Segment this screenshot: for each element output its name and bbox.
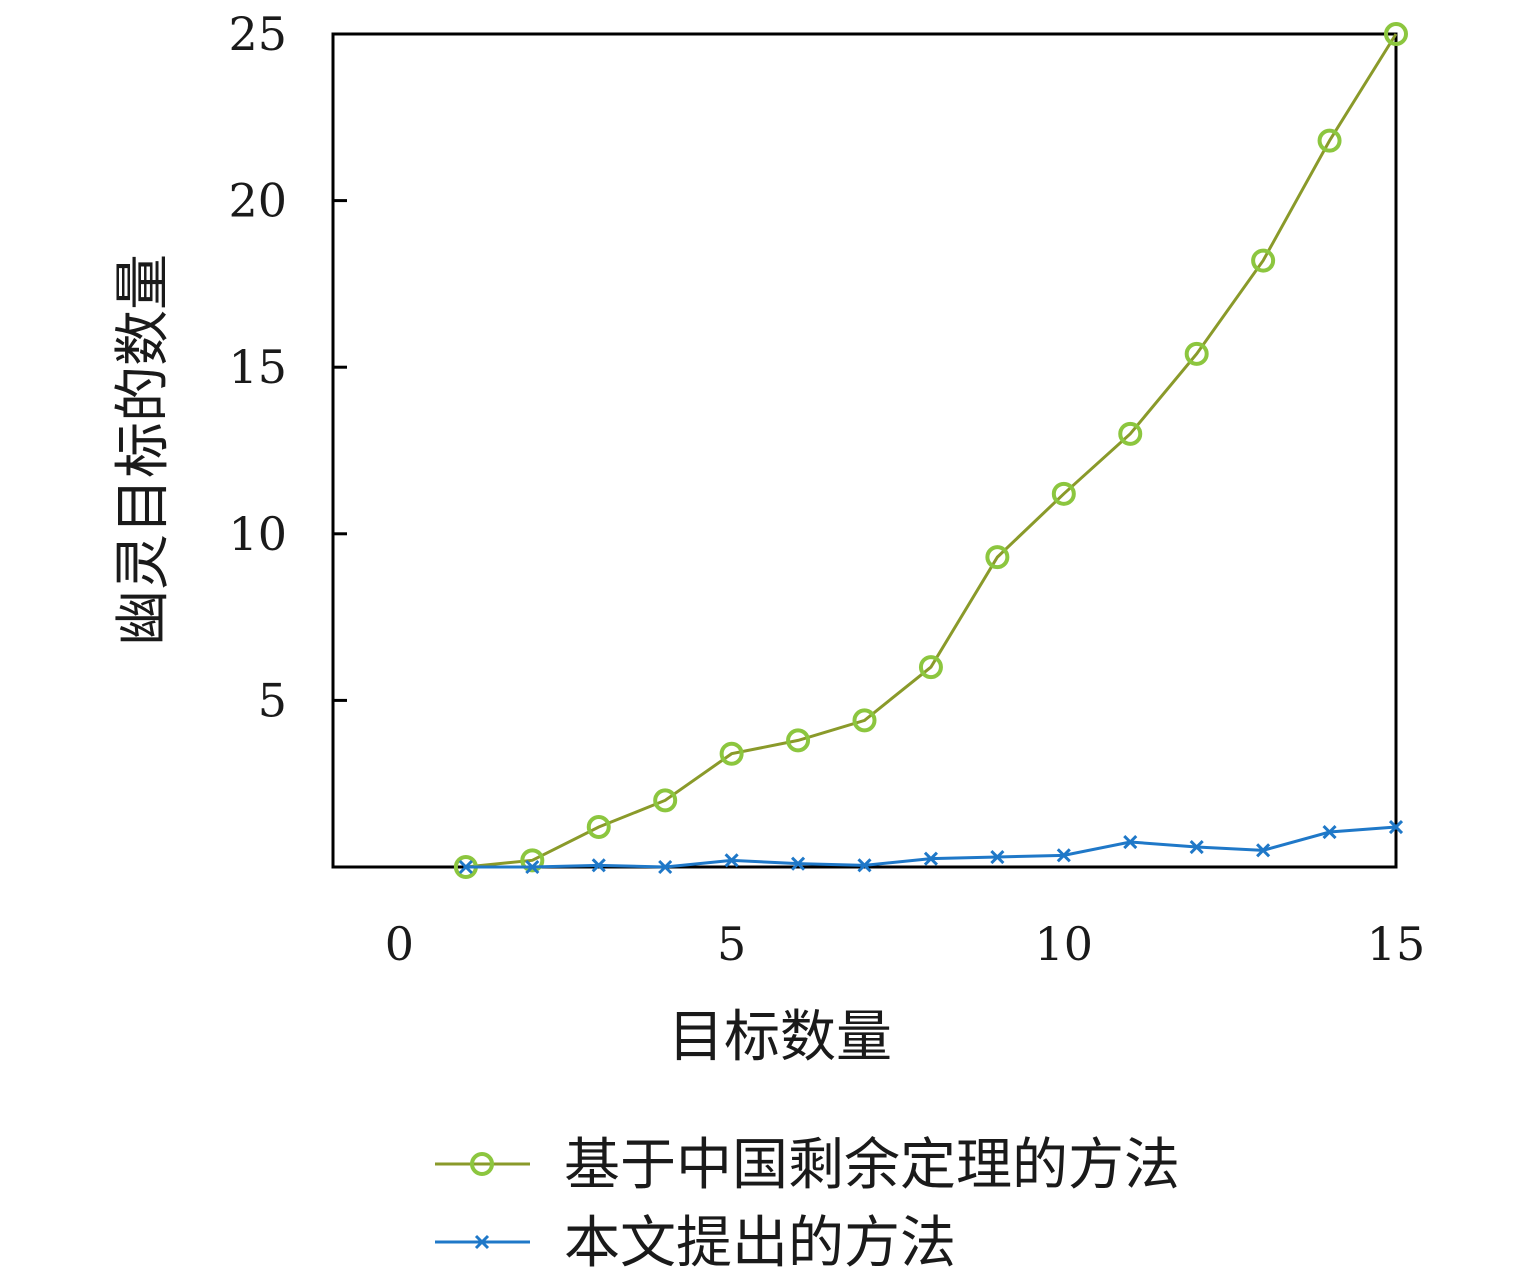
data-point <box>1388 819 1404 835</box>
data-point <box>1184 341 1209 366</box>
data-point <box>525 859 540 875</box>
data-point <box>520 848 545 873</box>
data-point <box>1322 824 1337 840</box>
data-point <box>857 858 872 873</box>
x-axis-label: 目标数量 <box>668 1005 892 1070</box>
data-point <box>458 859 473 875</box>
data-point <box>923 851 938 866</box>
legend-label: 基于中国剩余定理的方法 <box>564 1133 1180 1198</box>
data-point <box>724 853 739 868</box>
data-point <box>1251 248 1276 273</box>
x-tick-label: 15 <box>1367 917 1426 971</box>
data-point <box>990 849 1005 865</box>
x-tick-labels: 0 5 10 15 <box>385 917 1425 971</box>
data-point <box>1317 128 1342 153</box>
data-point <box>918 655 943 680</box>
series-0 <box>453 22 1408 879</box>
data-point <box>1189 839 1204 855</box>
x-tick-label: 5 <box>717 917 746 971</box>
legend-marker <box>470 1152 494 1176</box>
series-1 <box>458 819 1404 875</box>
data-point <box>1056 848 1071 863</box>
legend-item: 基于中国剩余定理的方法 <box>435 1133 1180 1198</box>
data-point <box>985 545 1010 570</box>
y-tick-label: 5 <box>258 673 287 727</box>
y-tick-label: 25 <box>228 7 287 61</box>
data-point <box>1256 843 1271 858</box>
data-point <box>719 741 744 766</box>
x-tick-label: 0 <box>385 917 414 971</box>
data-point <box>1384 22 1408 46</box>
data-point <box>852 708 877 733</box>
legend-label: 本文提出的方法 <box>564 1211 956 1276</box>
y-tick-label: 15 <box>228 340 287 394</box>
series-line <box>465 33 1398 869</box>
data-point <box>658 859 673 875</box>
plot-area-frame <box>331 32 1398 869</box>
legend-marker <box>474 1234 490 1250</box>
data-point <box>1118 421 1143 446</box>
y-tick-label: 10 <box>228 507 287 561</box>
data-point <box>591 858 606 873</box>
data-point <box>586 815 611 840</box>
data-point <box>1123 834 1138 850</box>
y-tick-label: 20 <box>228 174 287 228</box>
legend-item: 本文提出的方法 <box>435 1211 956 1276</box>
data-point <box>653 788 678 813</box>
data-point <box>1051 481 1076 506</box>
y-axis-label: 幽灵目标的数量 <box>111 254 176 646</box>
series-layer <box>453 22 1408 879</box>
y-tick-labels: 5 10 15 20 25 <box>228 7 347 727</box>
data-point <box>791 856 806 871</box>
x-tick-label: 10 <box>1035 917 1094 971</box>
data-point <box>786 728 811 753</box>
